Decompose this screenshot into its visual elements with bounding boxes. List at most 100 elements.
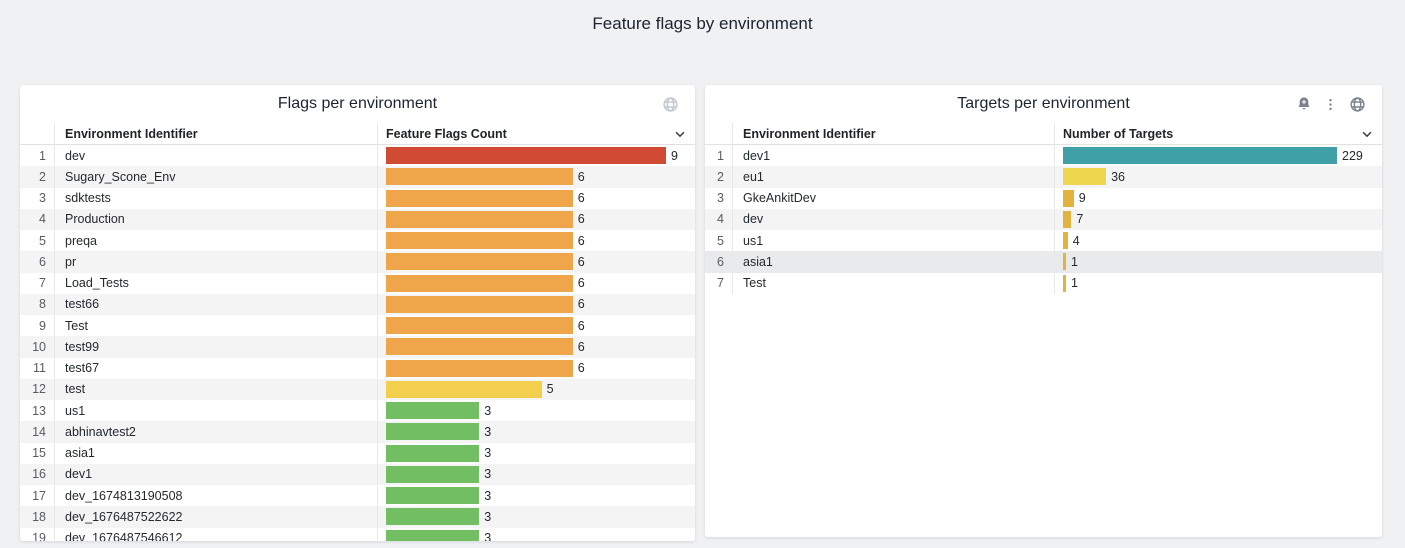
environment-name: test xyxy=(55,378,378,400)
bar-value: 6 xyxy=(577,339,585,354)
row-index: 4 xyxy=(20,208,55,230)
bar-cell: 3 xyxy=(378,506,695,527)
table-row: 9 Test 6 xyxy=(20,315,695,337)
environment-name: dev xyxy=(55,145,378,167)
table-row: 3 sdktests 6 xyxy=(20,187,695,209)
bar-cell: 7 xyxy=(1055,209,1382,230)
column-header-environment[interactable]: Environment Identifier xyxy=(733,123,1055,144)
bar-value: 7 xyxy=(1076,212,1084,227)
bar-value: 3 xyxy=(484,446,492,461)
bar-cell: 6 xyxy=(378,358,695,379)
column-header-count-label: Feature Flags Count xyxy=(386,126,507,141)
row-index: 19 xyxy=(20,527,55,541)
row-index: 15 xyxy=(20,442,55,464)
environment-name: sdktests xyxy=(55,187,378,209)
row-index: 7 xyxy=(705,272,733,294)
row-index: 13 xyxy=(20,400,55,422)
bar-gauge xyxy=(386,253,573,271)
environment-name: dev1 xyxy=(733,145,1055,167)
table-row: 14 abhinavtest2 3 xyxy=(20,421,695,443)
bar-value: 6 xyxy=(577,297,585,312)
table-row: 12 test 5 xyxy=(20,378,695,400)
row-index: 1 xyxy=(705,145,733,167)
table-header: Environment Identifier Feature Flags Cou… xyxy=(20,123,695,145)
row-index: 16 xyxy=(20,463,55,485)
column-header-count[interactable]: Feature Flags Count xyxy=(378,123,695,144)
bar-value: 6 xyxy=(577,169,585,184)
column-header-environment[interactable]: Environment Identifier xyxy=(55,123,378,144)
bar-value: 6 xyxy=(577,212,585,227)
bar-gauge xyxy=(386,359,573,377)
bar-gauge xyxy=(386,210,573,228)
globe-icon[interactable] xyxy=(662,96,679,113)
bar-value: 36 xyxy=(1111,169,1125,184)
bar-value: 3 xyxy=(484,403,492,418)
bar-gauge xyxy=(1063,147,1337,165)
bar-gauge xyxy=(386,380,542,398)
table-row: 6 asia1 1 xyxy=(705,251,1382,273)
bar-cell: 6 xyxy=(378,273,695,294)
row-index: 8 xyxy=(20,293,55,315)
table-row: 7 Test 1 xyxy=(705,272,1382,294)
table-row: 1 dev1 229 xyxy=(705,145,1382,167)
bar-value: 229 xyxy=(1342,148,1363,163)
bar-gauge xyxy=(386,487,480,505)
bar-cell: 229 xyxy=(1055,145,1382,166)
column-header-targets[interactable]: Number of Targets xyxy=(1055,123,1382,144)
row-index: 14 xyxy=(20,421,55,443)
bar-cell: 3 xyxy=(378,421,695,442)
environment-name: Load_Tests xyxy=(55,272,378,294)
bell-plus-icon[interactable] xyxy=(1296,96,1312,112)
bar-value: 3 xyxy=(484,488,492,503)
panel-title[interactable]: Targets per environment xyxy=(957,95,1130,112)
environment-name: abhinavtest2 xyxy=(55,421,378,443)
row-index: 10 xyxy=(20,336,55,358)
chevron-down-icon[interactable] xyxy=(673,127,687,144)
row-index: 2 xyxy=(705,166,733,188)
row-index: 17 xyxy=(20,485,55,507)
row-index: 1 xyxy=(20,145,55,167)
bar-gauge xyxy=(386,274,573,292)
bar-value: 9 xyxy=(671,148,678,163)
row-index: 18 xyxy=(20,506,55,528)
row-index: 4 xyxy=(705,208,733,230)
bar-value: 6 xyxy=(577,191,585,206)
table-body: 1 dev1 229 2 eu1 36 3 GkeAnkitDev 9 4 dev 7 5 us1 4 6 as… xyxy=(705,145,1382,294)
environment-name: dev xyxy=(733,208,1055,230)
panel-flags-per-environment: Flags per environment Environment Identi… xyxy=(20,85,695,541)
environment-name: test99 xyxy=(55,336,378,358)
table-row: 19 dev_1676487546612 3 xyxy=(20,527,695,541)
bar-gauge xyxy=(386,147,666,165)
bar-gauge xyxy=(386,529,480,541)
bar-value: 3 xyxy=(484,467,492,482)
bar-cell: 1 xyxy=(1055,251,1382,272)
environment-name: eu1 xyxy=(733,166,1055,188)
kebab-menu-icon[interactable] xyxy=(1323,97,1338,112)
bar-gauge xyxy=(1063,168,1107,186)
bar-cell: 4 xyxy=(1055,230,1382,251)
globe-icon[interactable] xyxy=(1349,96,1366,113)
table-row: 2 eu1 36 xyxy=(705,166,1382,188)
bar-gauge xyxy=(1063,253,1066,271)
bar-gauge xyxy=(1063,189,1074,207)
bar-gauge xyxy=(386,317,573,335)
bar-value: 3 xyxy=(484,531,492,541)
row-index: 6 xyxy=(705,251,733,273)
panel-header: Targets per environment xyxy=(705,85,1382,123)
bar-value: 6 xyxy=(577,361,585,376)
dashboard-title: Feature flags by environment xyxy=(592,14,813,33)
environment-name: test66 xyxy=(55,293,378,315)
environment-name: Production xyxy=(55,208,378,230)
table-row: 2 Sugary_Scone_Env 6 xyxy=(20,166,695,188)
row-index: 5 xyxy=(705,230,733,252)
panel-title[interactable]: Flags per environment xyxy=(277,95,438,112)
row-index: 11 xyxy=(20,357,55,379)
chevron-down-icon[interactable] xyxy=(1360,127,1374,144)
environment-name: Test xyxy=(733,272,1055,294)
bar-value: 1 xyxy=(1071,254,1078,269)
bar-cell: 36 xyxy=(1055,166,1382,187)
table-row: 16 dev1 3 xyxy=(20,463,695,485)
table-row: 7 Load_Tests 6 xyxy=(20,272,695,294)
bar-gauge xyxy=(386,423,480,441)
bar-value: 9 xyxy=(1078,191,1086,206)
